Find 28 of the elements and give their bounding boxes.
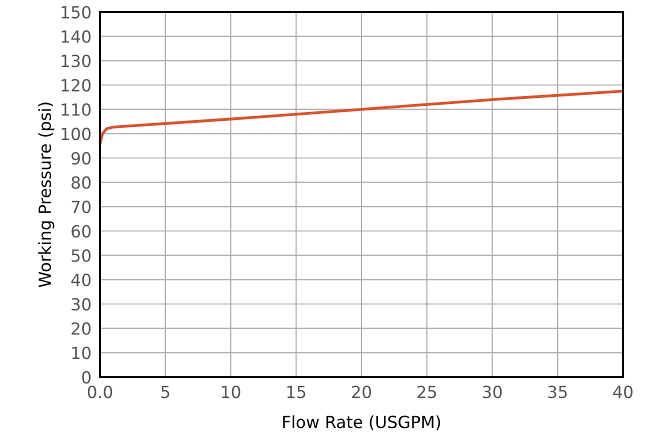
x-tick-label: 10 [222, 386, 240, 398]
x-tick-label: 35 [548, 386, 567, 398]
x-tick-label: 5 [161, 386, 170, 398]
y-tick-label: 130 [62, 54, 91, 68]
line-series [100, 90, 623, 145]
y-tick-label: 30 [72, 298, 91, 311]
x-tick-label: 25 [417, 386, 436, 398]
y-tick-label: 150 [62, 6, 91, 19]
y-tick-label: 110 [62, 103, 91, 116]
x-axis-title: Flow Rate (USGPM) [283, 415, 440, 430]
x-tick-label: 15 [287, 386, 306, 398]
y-tick-label: 100 [62, 128, 91, 140]
y-tick-label: 40 [71, 274, 91, 286]
y-tick-label: 60 [72, 224, 91, 238]
y-tick-label: 120 [62, 78, 91, 92]
y-tick-label: 0 [82, 370, 91, 384]
x-tick-label: 20 [352, 386, 371, 398]
x-tick-label: 30 [482, 386, 502, 398]
y-tick-label: 90 [72, 152, 91, 165]
y-tick-label: 80 [72, 176, 91, 189]
y-tick-label: 20 [72, 322, 91, 335]
x-tick-label: 40 [613, 386, 632, 398]
y-axis-title: Working Pressure (psi) [38, 102, 54, 288]
y-tick-label: 70 [72, 200, 91, 214]
x-tick-label: 0.0 [88, 386, 112, 398]
y-tick-label: 50 [72, 249, 91, 262]
y-tick-label: 10 [72, 346, 91, 360]
y-tick-label: 140 [62, 30, 91, 43]
